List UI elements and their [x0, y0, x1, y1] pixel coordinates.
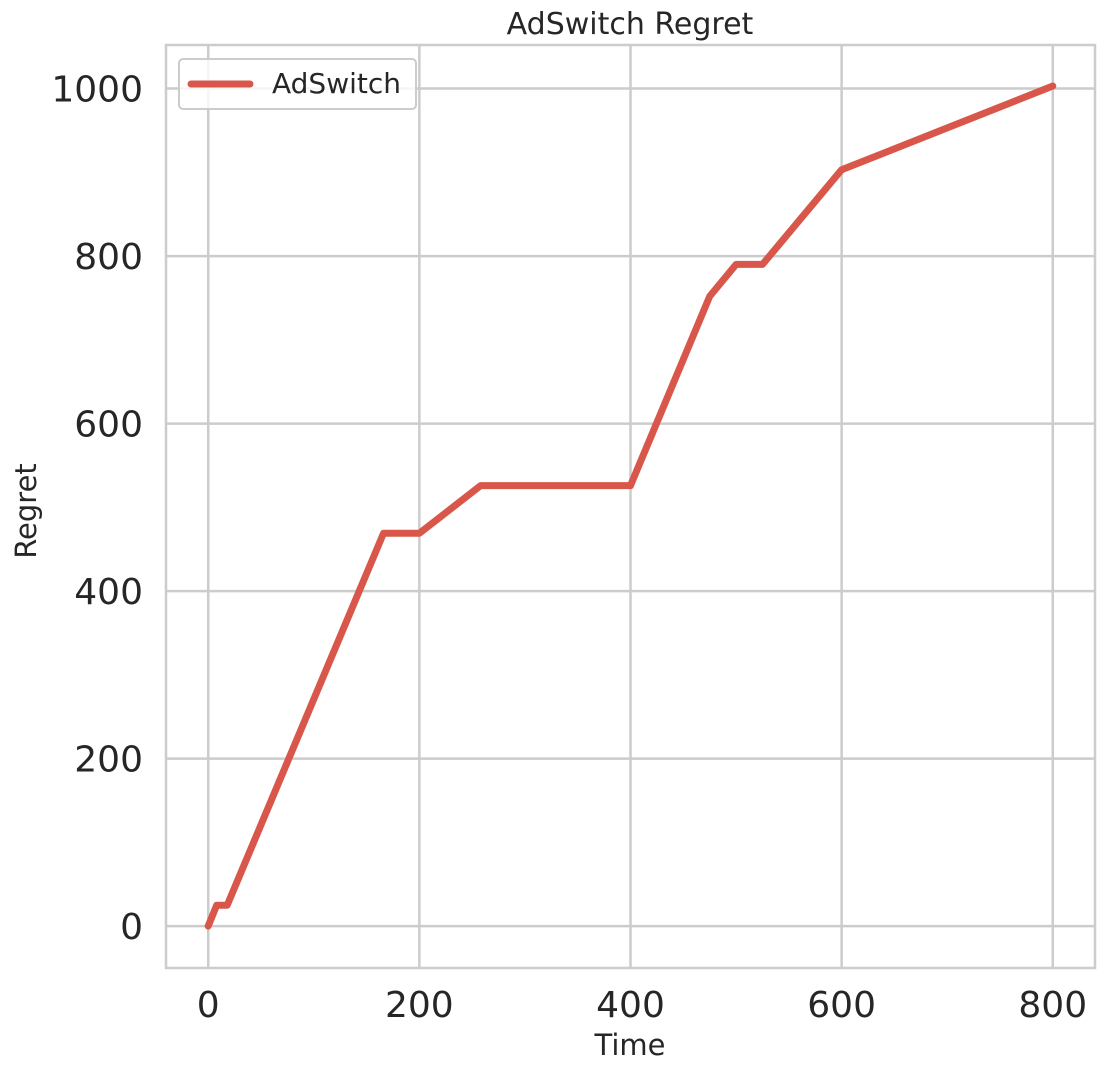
x-tick-label: 800 [1018, 985, 1087, 1026]
plot-frame [164, 43, 1097, 970]
y-tick-label: 600 [74, 405, 143, 446]
x-tick-label: 400 [596, 985, 665, 1026]
legend: AdSwitch [178, 58, 417, 110]
y-tick-label: 1000 [51, 70, 143, 111]
chart-title: AdSwitch Regret [507, 7, 754, 42]
y-tick-label: 800 [74, 237, 143, 278]
x-tick-label: 0 [197, 985, 220, 1026]
grid-lines [166, 45, 1095, 968]
y-tick-label: 0 [120, 907, 143, 948]
series-layer [204, 82, 1057, 930]
x-tick-label: 600 [807, 985, 876, 1026]
x-axis-label: Time [594, 1028, 666, 1062]
series-line-adswitch [204, 82, 1057, 930]
x-axis-ticks: 0 200 400 600 800 [197, 985, 1087, 1026]
y-axis-label: Regret [9, 463, 43, 559]
y-axis-ticks: 0 200 400 600 800 1000 [51, 70, 143, 949]
y-tick-label: 200 [74, 740, 143, 781]
y-tick-label: 400 [74, 572, 143, 613]
x-tick-label: 200 [385, 985, 454, 1026]
legend-box [178, 58, 417, 110]
legend-label: AdSwitch [272, 67, 401, 100]
